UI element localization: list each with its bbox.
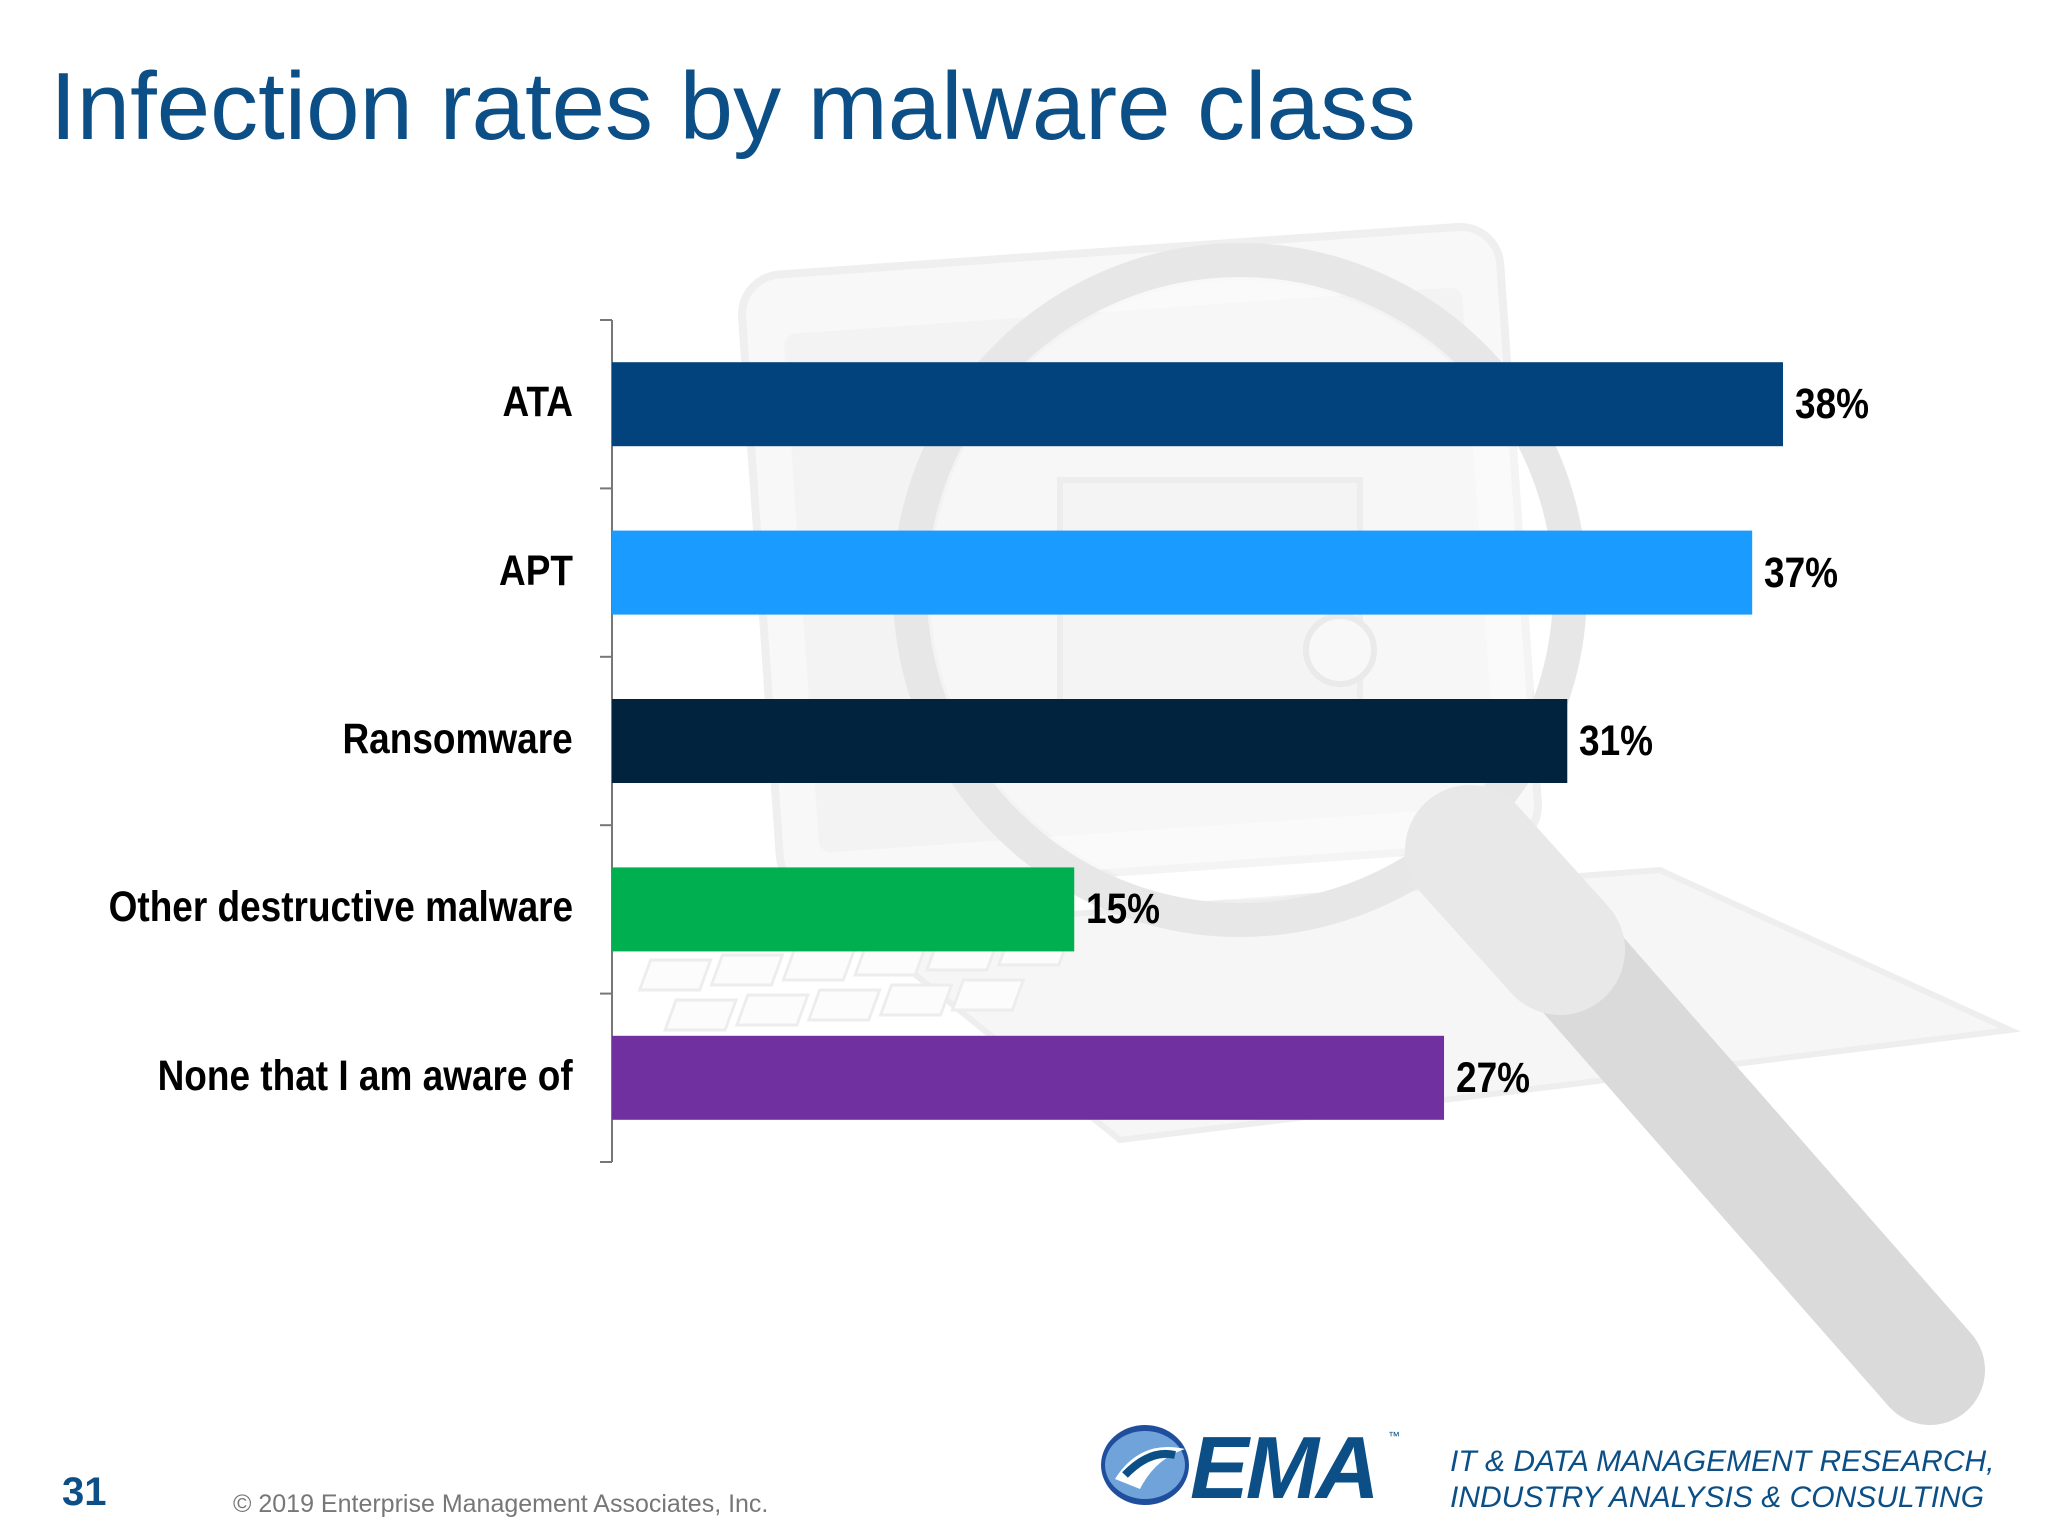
value-label: 27%: [1456, 1053, 1531, 1102]
bar: [612, 362, 1783, 447]
ema-logo: EMA ™: [1095, 1415, 1415, 1517]
tagline-line-2: INDUSTRY ANALYSIS & CONSULTING: [1450, 1481, 1985, 1514]
tagline: IT & DATA MANAGEMENT RESEARCH, INDUSTRY …: [1450, 1444, 1995, 1516]
value-label: 31%: [1579, 717, 1654, 765]
value-label: 38%: [1795, 380, 1870, 429]
bar: [612, 1035, 1445, 1120]
category-label: APT: [499, 546, 573, 595]
value-label: 15%: [1086, 885, 1161, 934]
page-number: 31: [62, 1470, 107, 1514]
ema-swoosh-icon: [1101, 1425, 1189, 1505]
bar: [612, 530, 1753, 615]
value-label: 37%: [1764, 548, 1839, 597]
category-label: ATA: [502, 378, 573, 427]
logo-text: EMA: [1190, 1418, 1380, 1517]
bar: [612, 699, 1568, 783]
category-label: Other destructive malware: [108, 883, 573, 932]
tagline-line-1: IT & DATA MANAGEMENT RESEARCH,: [1450, 1445, 1995, 1478]
category-label: None that I am aware of: [157, 1051, 573, 1100]
category-label: Ransomware: [342, 715, 573, 763]
copyright-notice: © 2019 Enterprise Management Associates,…: [233, 1490, 769, 1518]
bar: [612, 867, 1075, 952]
logo-trademark: ™: [1388, 1429, 1400, 1443]
slide-title: Infection rates by malware class: [50, 53, 1416, 160]
